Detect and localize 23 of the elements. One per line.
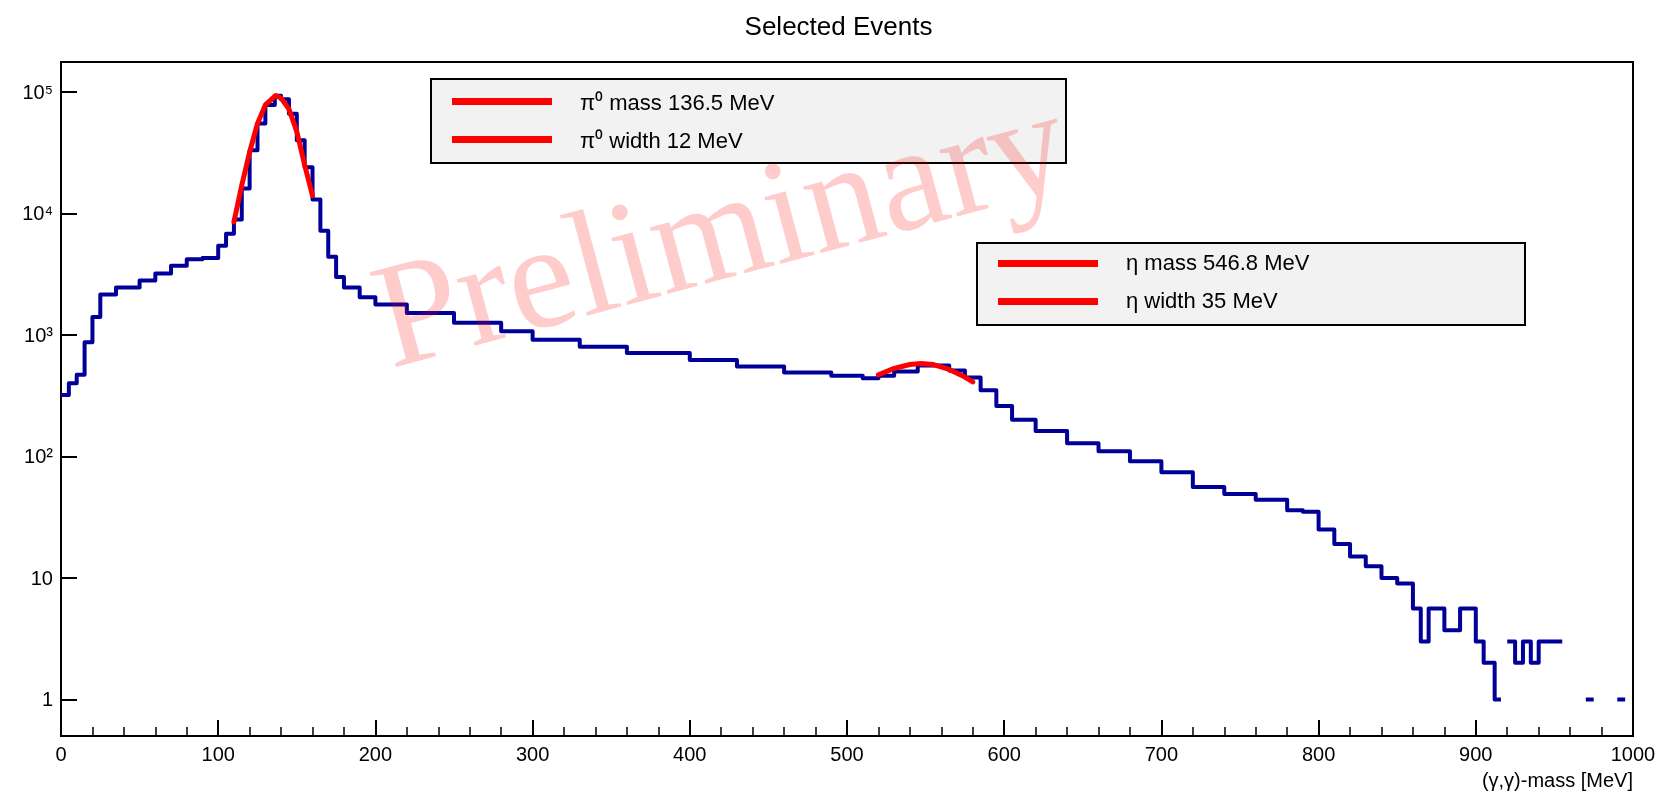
x-tick-label: 700	[1144, 743, 1179, 765]
y-tick-label: 10²	[24, 445, 54, 468]
x-tick-label: 100	[201, 743, 235, 765]
x-tick-label: 0	[55, 743, 67, 765]
x-tick-label: 200	[358, 743, 393, 765]
x-tick-label: 300	[515, 743, 550, 765]
y-tick-label: 10	[30, 566, 53, 589]
annotation: π⁰ mass 136.5 MeV	[580, 89, 775, 116]
y-tick-label: 10⁴	[22, 202, 53, 225]
y-tick-label: 10⁵	[22, 80, 53, 103]
x-tick-label: 800	[1301, 743, 1336, 765]
annotation: η mass 546.8 MeV	[1126, 250, 1310, 276]
x-tick-label: 900	[1459, 743, 1493, 765]
y-tick-label: 1	[41, 688, 53, 711]
y-tick-label: 10³	[24, 323, 54, 346]
x-tick-label: 1000	[1610, 743, 1656, 765]
x-tick-label: 400	[673, 743, 707, 765]
annotation: η width 35 MeV	[1126, 288, 1278, 314]
x-tick-label: 600	[987, 743, 1021, 765]
chart-title: Selected Events	[744, 11, 933, 41]
x-tick-label: 500	[830, 743, 864, 765]
key-box: η mass 546.8 MeV η width 35 MeV	[976, 242, 1526, 326]
x-axis-title: (γ,γ)-mass [MeV]	[1481, 769, 1633, 791]
